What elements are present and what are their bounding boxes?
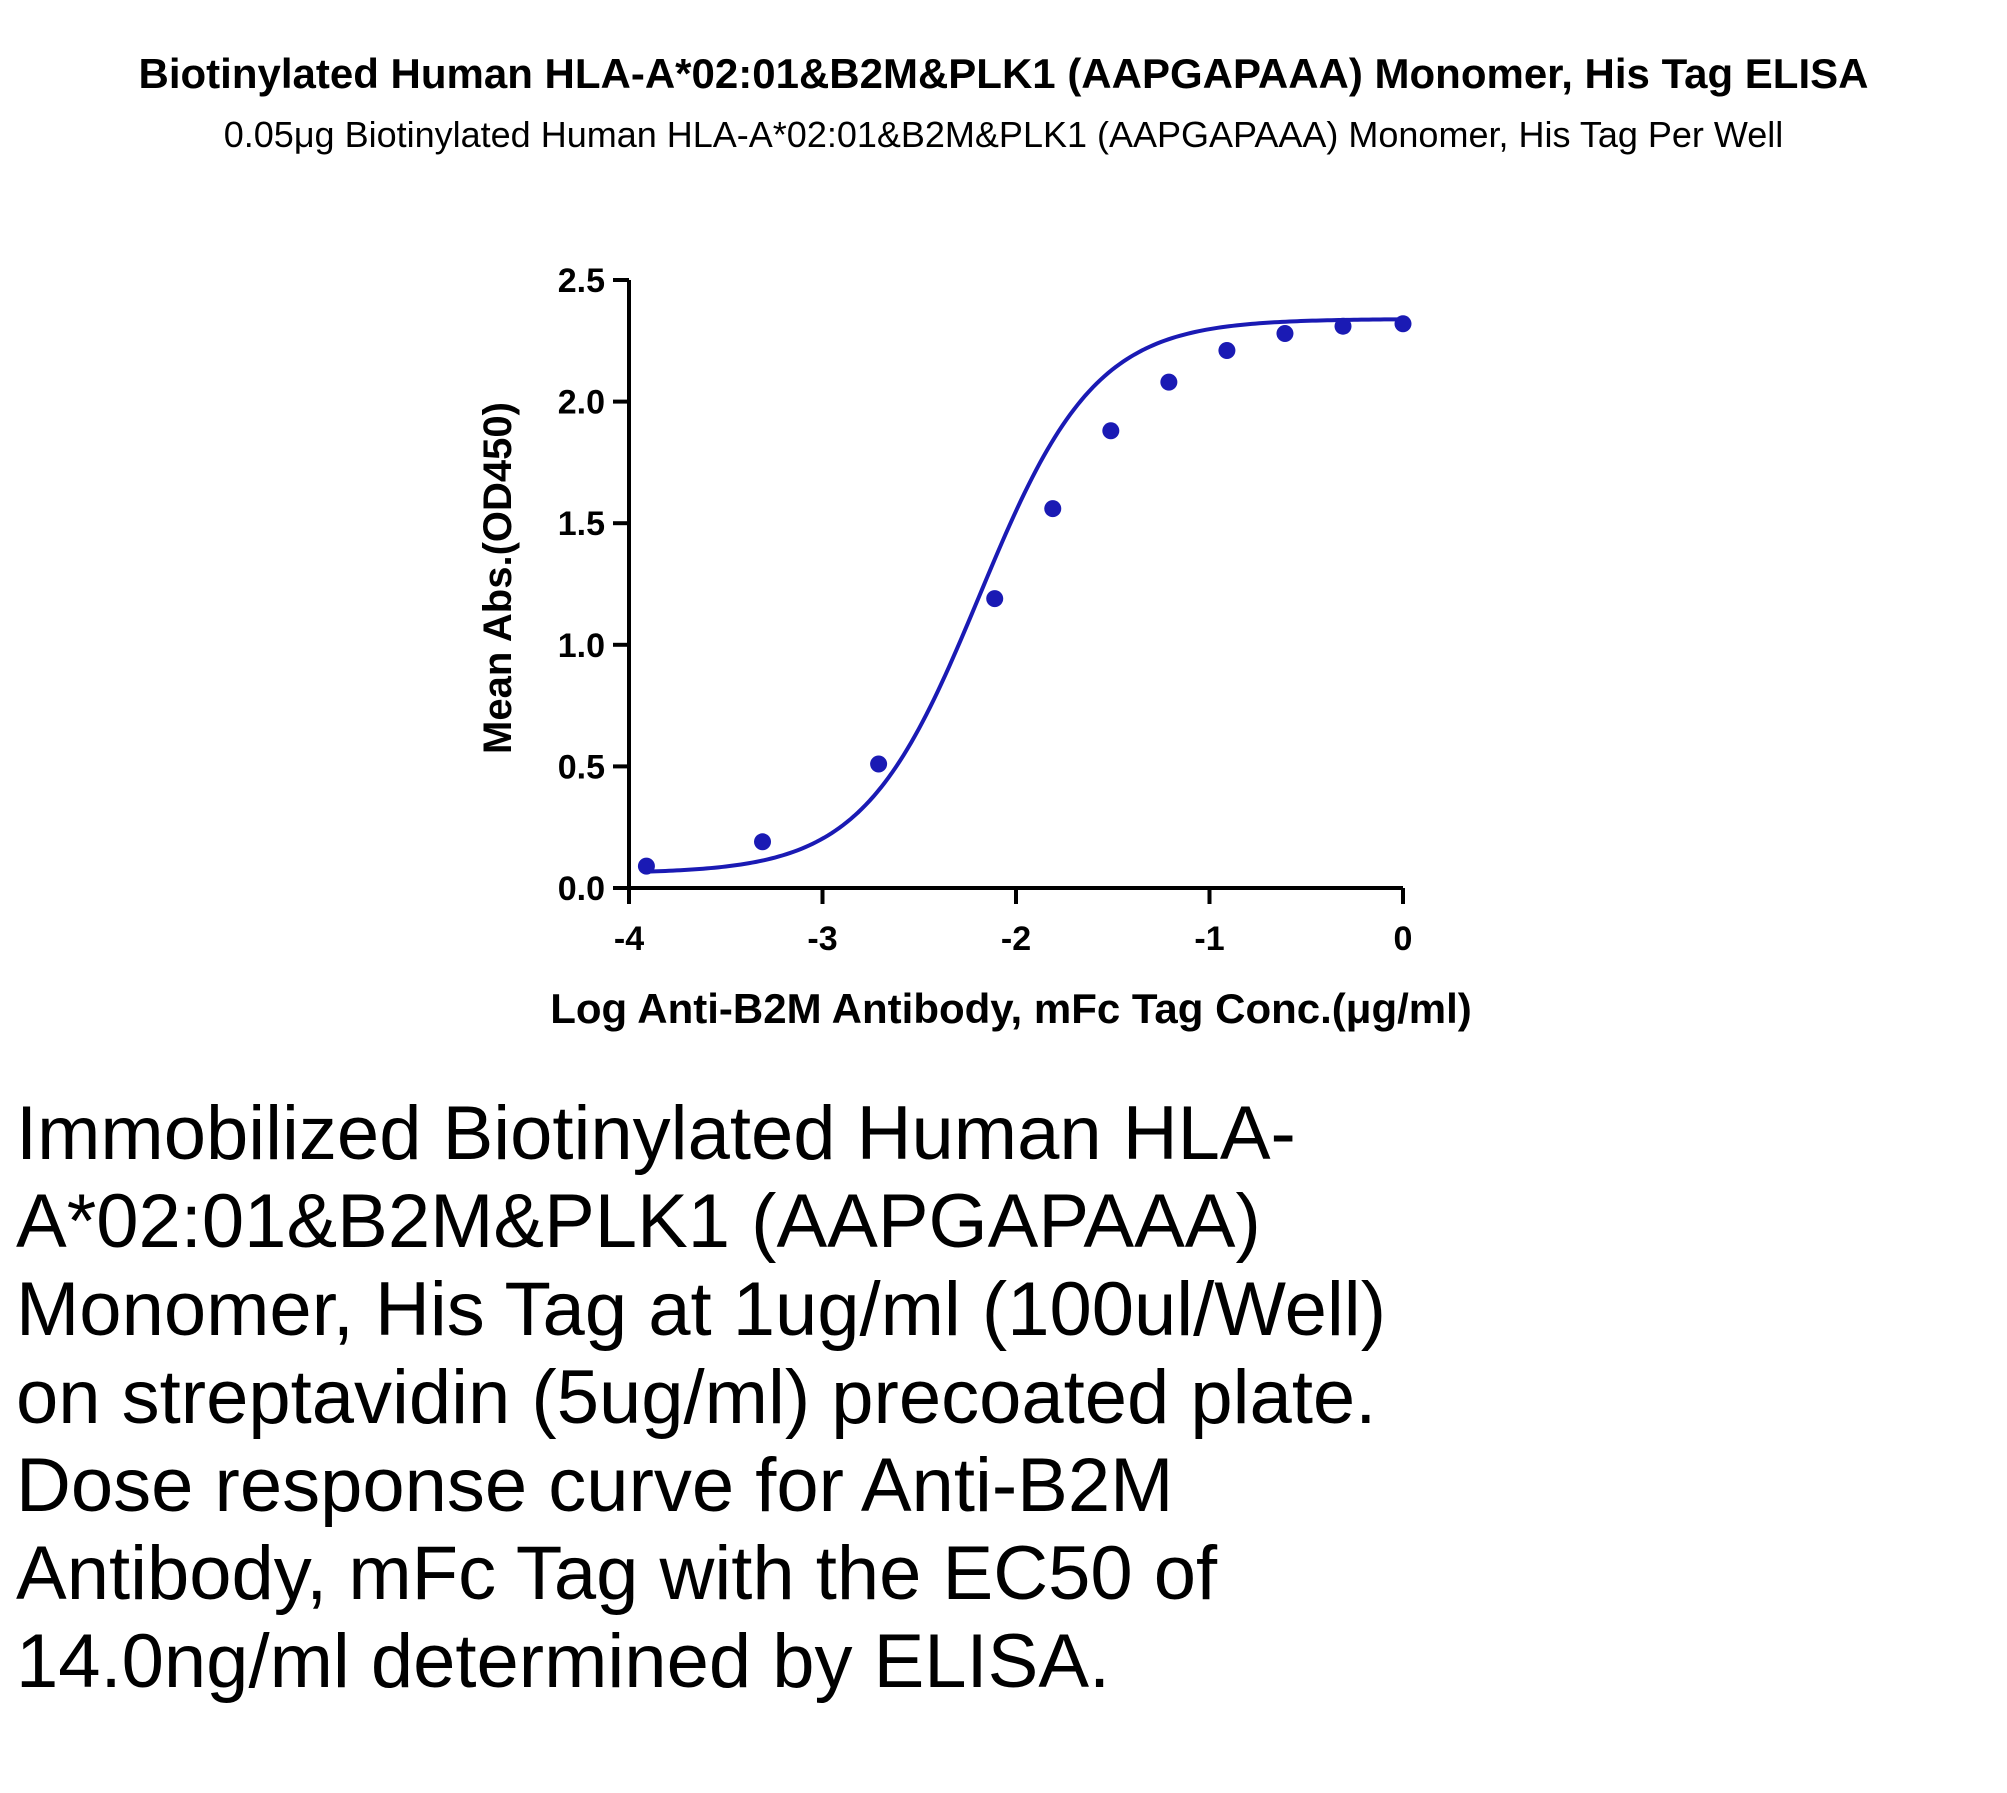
- x-tick-label: 0: [1394, 920, 1413, 958]
- x-tick-label: -3: [807, 920, 837, 958]
- data-point: [986, 590, 1004, 608]
- fit-curve: [646, 317, 1404, 874]
- data-point: [1394, 315, 1412, 333]
- data-point: [1334, 317, 1352, 335]
- x-tick-label: -1: [1194, 920, 1224, 958]
- chart-marks: [637, 315, 1412, 875]
- chart-subtitle: 0.05μg Biotinylated Human HLA-A*02:01&B2…: [223, 114, 1784, 155]
- y-tick-label: 0.5: [558, 748, 605, 786]
- figure-caption: Immobilized Biotinylated Human HLA-A*02:…: [16, 1091, 1387, 1704]
- chart-axes: 0.0 0.5 1.0 1.5 2.0 2.5 -4 -3 -2 -1 0: [558, 262, 1413, 958]
- data-point: [1218, 342, 1236, 360]
- x-tick-label: -4: [614, 920, 644, 958]
- data-point: [870, 755, 888, 773]
- data-point: [1160, 373, 1178, 391]
- x-axis-label: Log Anti-B2M Antibody, mFc Tag Conc.(μg/…: [550, 985, 1472, 1032]
- y-tick-label: 1.5: [558, 505, 605, 543]
- y-tick-label: 2.0: [558, 384, 605, 422]
- data-point: [1102, 422, 1120, 440]
- data-point: [1044, 500, 1062, 518]
- dose-response-chart: 0.0 0.5 1.0 1.5 2.0 2.5 -4 -3 -2 -1 0 Mean Abs.(OD…: [476, 262, 1472, 1032]
- y-axis-label: Mean Abs.(OD450): [476, 402, 520, 754]
- data-point: [637, 857, 655, 875]
- x-tick-label: -2: [1001, 920, 1031, 958]
- data-point: [754, 833, 772, 851]
- chart-title: Biotinylated Human HLA-A*02:01&B2M&PLK1 …: [138, 50, 1869, 97]
- y-tick-label: 1.0: [558, 627, 605, 665]
- y-tick-label: 0.0: [558, 870, 605, 908]
- data-point: [1276, 325, 1294, 343]
- y-tick-label: 2.5: [558, 262, 605, 300]
